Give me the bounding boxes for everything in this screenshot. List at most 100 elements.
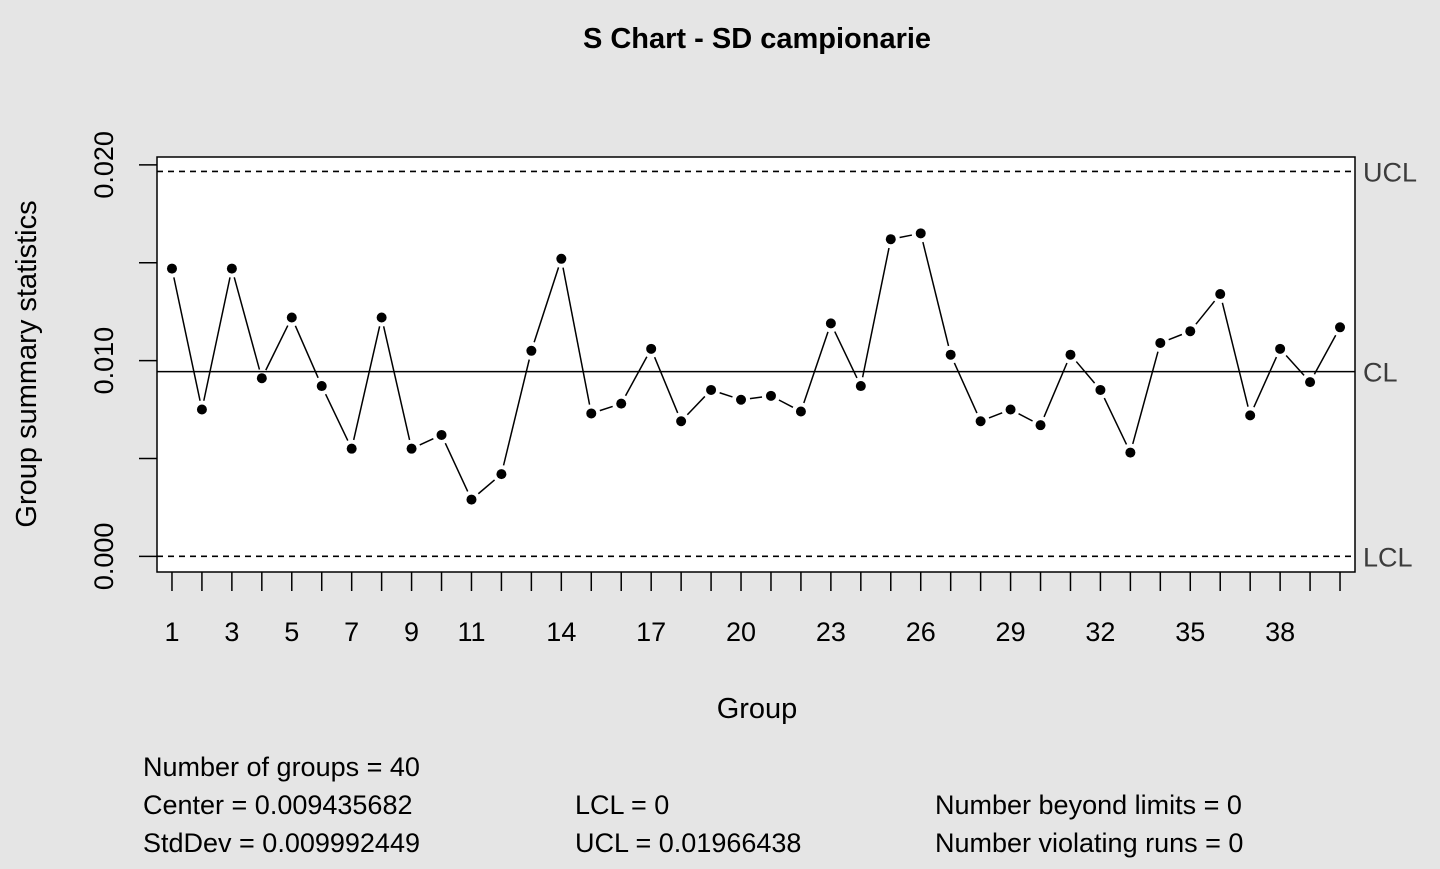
- series-segment-36: [1221, 302, 1249, 407]
- x-axis-label: Group: [717, 693, 798, 725]
- series-segment-10: [444, 442, 469, 492]
- data-point-3: [226, 263, 237, 274]
- data-point-37: [1245, 410, 1256, 421]
- data-point-39: [1305, 377, 1316, 388]
- data-point-38: [1275, 343, 1286, 354]
- data-point-28: [975, 416, 986, 427]
- data-point-27: [945, 349, 956, 360]
- data-point-1: [166, 263, 177, 274]
- x-tick-label-23: 23: [816, 617, 846, 647]
- series-segment-38: [1285, 355, 1305, 376]
- series-layer: [166, 228, 1346, 505]
- data-point-7: [346, 443, 357, 454]
- series-segment-14: [562, 267, 591, 405]
- series-segment-35: [1195, 300, 1216, 325]
- series-segment-25: [899, 234, 913, 239]
- data-point-23: [825, 318, 836, 329]
- x-tick-label-32: 32: [1085, 617, 1115, 647]
- data-point-22: [795, 406, 806, 417]
- x-tick-label-9: 9: [404, 617, 419, 647]
- x-tick-label-5: 5: [284, 617, 299, 647]
- data-point-19: [706, 384, 717, 395]
- series-segment-39: [1313, 334, 1337, 375]
- series-segment-27: [953, 362, 978, 414]
- data-point-35: [1185, 326, 1196, 337]
- data-point-4: [256, 373, 267, 384]
- data-point-12: [496, 469, 507, 480]
- data-point-8: [376, 312, 387, 323]
- data-point-21: [765, 390, 776, 401]
- series-segment-3: [233, 277, 261, 370]
- series-segment-31: [1075, 361, 1096, 384]
- data-point-14: [556, 253, 567, 264]
- series-segment-6: [324, 393, 349, 441]
- data-point-5: [286, 312, 297, 323]
- x-tick-label-29: 29: [996, 617, 1026, 647]
- data-point-2: [196, 404, 207, 415]
- series-segment-17: [653, 356, 679, 414]
- x-tick-label-26: 26: [906, 617, 936, 647]
- series-segment-8: [382, 326, 411, 441]
- data-point-40: [1335, 322, 1346, 333]
- data-point-9: [406, 443, 417, 454]
- lcl-label: LCL: [1363, 542, 1413, 572]
- data-point-26: [915, 228, 926, 239]
- control-limits: UCL CL LCL: [157, 157, 1417, 572]
- y-tick-label-1: 0.010: [89, 327, 119, 395]
- series-segment-18: [686, 395, 706, 416]
- series-segment-24: [861, 247, 890, 378]
- series-segment-29: [1018, 413, 1033, 422]
- stat-beyond-limits: Number beyond limits = 0: [935, 790, 1242, 820]
- y-tick-label-0: 0.000: [89, 523, 119, 591]
- x-tick-label-14: 14: [546, 617, 576, 647]
- chart-title: S Chart - SD campionarie: [583, 23, 931, 55]
- series-segment-37: [1253, 356, 1278, 408]
- x-tick-label-38: 38: [1265, 617, 1295, 647]
- x-tick-label-3: 3: [224, 617, 239, 647]
- data-point-33: [1125, 447, 1136, 458]
- cl-label: CL: [1363, 358, 1398, 388]
- data-point-17: [646, 343, 657, 354]
- series-segment-23: [834, 331, 858, 379]
- data-point-34: [1155, 337, 1166, 348]
- series-segment-21: [778, 399, 794, 408]
- stat-lcl: LCL = 0: [575, 790, 669, 820]
- series-segment-30: [1043, 362, 1068, 418]
- data-point-18: [676, 416, 687, 427]
- series-segment-2: [203, 277, 231, 401]
- data-point-15: [586, 408, 597, 419]
- x-tick-label-17: 17: [636, 617, 666, 647]
- series-segment-7: [352, 326, 381, 441]
- x-tick-label-20: 20: [726, 617, 756, 647]
- data-point-6: [316, 381, 327, 392]
- series-segment-33: [1132, 351, 1159, 445]
- series-segment-12: [502, 359, 530, 466]
- x-tick-label-7: 7: [344, 617, 359, 647]
- series-segment-5: [294, 325, 319, 379]
- data-point-29: [1005, 404, 1016, 415]
- series-segment-11: [477, 479, 496, 495]
- series-segment-32: [1103, 397, 1128, 445]
- x-tick-label-1: 1: [164, 617, 179, 647]
- series-segment-28: [988, 412, 1003, 419]
- data-point-11: [466, 494, 477, 505]
- series-segment-26: [922, 241, 950, 347]
- data-point-16: [616, 398, 627, 409]
- series-segment-4: [265, 325, 289, 371]
- data-point-10: [436, 429, 447, 440]
- data-point-30: [1035, 420, 1046, 431]
- stat-violating-runs: Number violating runs = 0: [935, 828, 1243, 858]
- series-segment-22: [803, 331, 829, 404]
- data-point-20: [736, 394, 747, 405]
- data-point-25: [885, 234, 896, 245]
- data-point-24: [855, 381, 866, 392]
- data-point-13: [526, 345, 537, 356]
- plot-area: [156, 156, 1356, 573]
- stat-stddev: StdDev = 0.009992449: [143, 828, 420, 858]
- series-segment-19: [719, 392, 733, 398]
- series-segment-13: [533, 267, 560, 343]
- series-segment-1: [173, 277, 201, 401]
